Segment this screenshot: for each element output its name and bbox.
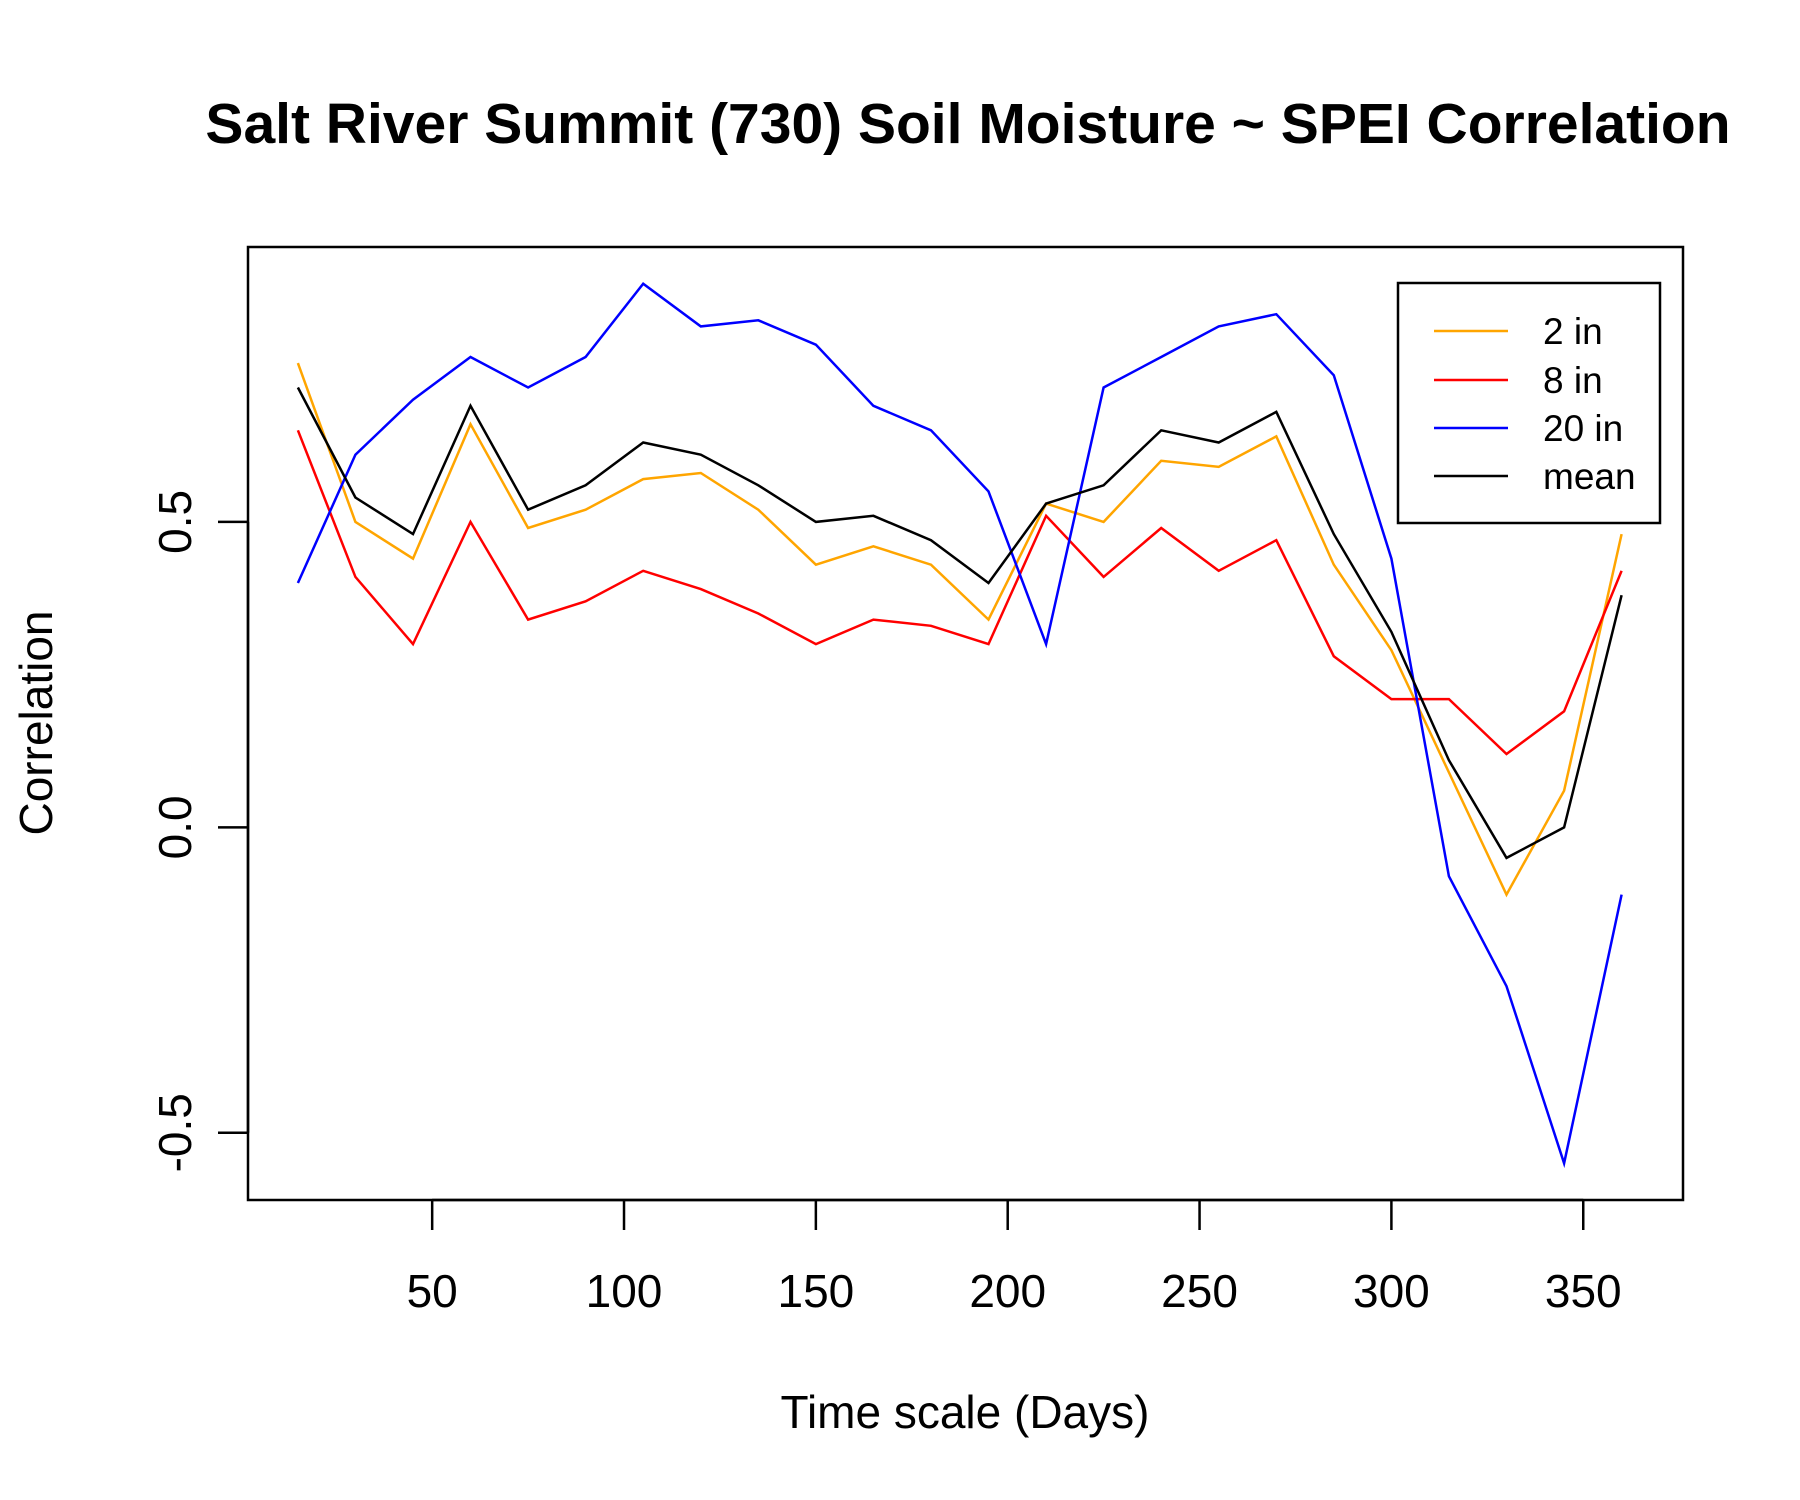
x-tick-label: 100 xyxy=(586,1265,663,1317)
x-tick-label: 250 xyxy=(1161,1265,1238,1317)
series-layer xyxy=(296,281,1623,1169)
chart-title: Salt River Summit (730) Soil Moisture ~ … xyxy=(205,92,1730,156)
series-line-mean xyxy=(296,386,1623,860)
x-tick-label: 200 xyxy=(969,1265,1046,1317)
series-line-20-in xyxy=(296,281,1623,1169)
y-tick-label: 0.0 xyxy=(149,795,201,859)
x-tick-label: 150 xyxy=(777,1265,854,1317)
legend-label: 8 in xyxy=(1543,360,1603,401)
y-axis: -0.5 0.0 0.5 xyxy=(149,490,250,1172)
y-axis-label: Correlation xyxy=(10,611,62,836)
x-tick-label: 50 xyxy=(407,1265,458,1317)
legend-label: 20 in xyxy=(1543,408,1623,449)
legend-label: 2 in xyxy=(1543,311,1603,352)
series-line-8-in xyxy=(296,429,1623,756)
y-tick-label: -0.5 xyxy=(149,1093,201,1172)
x-axis-label: Time scale (Days) xyxy=(781,1386,1150,1438)
x-tick-label: 300 xyxy=(1353,1265,1430,1317)
series-line-2-in xyxy=(296,362,1623,898)
legend-label: mean xyxy=(1543,456,1636,497)
x-tick-label: 350 xyxy=(1545,1265,1622,1317)
x-axis: 50 100 150 200 250 300 350 xyxy=(407,1198,1622,1317)
y-tick-label: 0.5 xyxy=(149,490,201,554)
legend: 2 in 8 in 20 in mean xyxy=(1396,281,1662,525)
legend-box xyxy=(1396,281,1662,525)
